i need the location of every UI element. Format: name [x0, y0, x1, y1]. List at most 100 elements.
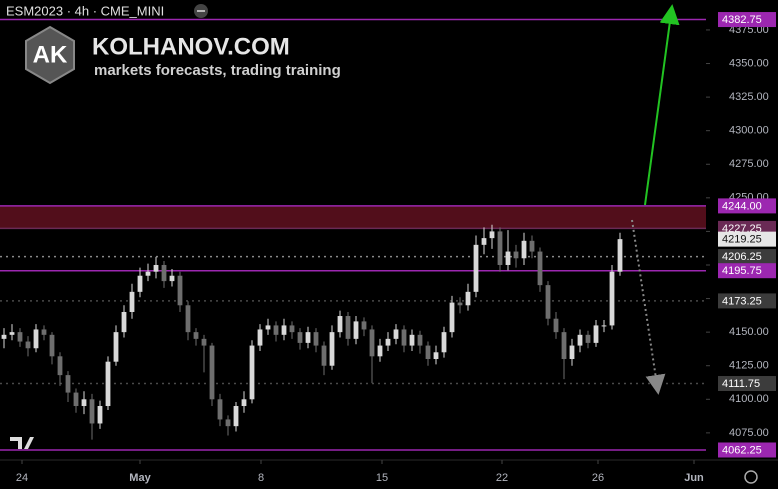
- candle-body: [57, 356, 63, 376]
- candle-body: [345, 316, 351, 339]
- x-tick-label: 15: [376, 472, 388, 484]
- candle-body: [297, 332, 303, 343]
- candle-body: [225, 419, 231, 427]
- symbol-title: ESM2023 · 4h · CME_MINI: [6, 3, 164, 18]
- candle-body: [9, 332, 15, 335]
- candle-body: [49, 334, 55, 357]
- x-tick-label: 24: [16, 472, 28, 484]
- down-arrow: [631, 219, 666, 395]
- candle-body: [313, 332, 319, 346]
- candle-body: [121, 311, 127, 333]
- candle-body: [217, 399, 223, 420]
- candle-body: [209, 345, 215, 400]
- candle-body: [473, 244, 479, 292]
- candle-body: [433, 352, 439, 360]
- candle-body: [233, 406, 239, 427]
- candle-body: [385, 338, 391, 346]
- candle-body: [361, 321, 367, 330]
- level-label: 4111.75: [722, 378, 760, 390]
- resistance-zone: [0, 205, 706, 229]
- candle-body: [409, 334, 415, 346]
- x-tick-label: May: [129, 472, 151, 484]
- candle-body: [553, 318, 559, 333]
- candle-body: [617, 239, 623, 272]
- candle-body: [417, 334, 423, 346]
- candle-body: [97, 406, 103, 424]
- plot-area: [0, 18, 778, 451]
- candle-body: [25, 341, 31, 349]
- x-tick-label: 22: [496, 472, 508, 484]
- candle-body: [601, 325, 607, 327]
- candle-body: [441, 332, 447, 353]
- candle-body: [73, 392, 79, 407]
- y-tick-label: 4350.00: [729, 57, 769, 69]
- candle-body: [289, 325, 295, 333]
- watermark: AK KOLHANOV.COM markets forecasts, tradi…: [25, 25, 341, 85]
- level-label: 4062.25: [722, 444, 762, 456]
- tv-logo: [10, 437, 34, 449]
- candle-body: [281, 325, 287, 335]
- candle-body: [569, 345, 575, 360]
- y-tick-label: 4325.00: [729, 91, 769, 103]
- candle-body: [81, 399, 87, 407]
- candle-body: [137, 275, 143, 292]
- y-tick-label: 4150.00: [729, 326, 769, 338]
- settings-button[interactable]: [744, 470, 758, 484]
- x-tick-label: 8: [258, 472, 264, 484]
- candle-body: [153, 264, 159, 272]
- candle-body: [449, 302, 455, 333]
- time-axis: [0, 460, 778, 489]
- level-label: 4195.75: [722, 265, 762, 277]
- candle-body: [161, 264, 167, 282]
- candle-body: [465, 291, 471, 306]
- level-label: 4173.25: [722, 295, 762, 307]
- candle-body: [305, 332, 311, 343]
- candle-body: [193, 332, 199, 339]
- candle-body: [17, 332, 23, 342]
- candle-body: [113, 332, 119, 362]
- x-tick-label: 26: [592, 472, 604, 484]
- level-label-bg: [718, 293, 776, 309]
- candle-body: [593, 325, 599, 343]
- level-label: 4244.00: [722, 200, 762, 212]
- candle-body: [521, 240, 527, 259]
- level-label: 4382.75: [722, 14, 762, 26]
- candle-body: [377, 345, 383, 357]
- y-tick-label: 4100.00: [729, 393, 769, 405]
- up-arrow: [644, 4, 680, 206]
- candle-body: [425, 345, 431, 360]
- level-label: 4206.25: [722, 251, 762, 263]
- candle-body: [481, 238, 487, 245]
- candle-body: [337, 316, 343, 333]
- y-tick-label: 4375.00: [729, 24, 769, 36]
- level-label-bg: [718, 263, 776, 279]
- candle-body: [393, 329, 399, 339]
- candle-body: [169, 275, 175, 282]
- logo-text: AK: [33, 41, 68, 68]
- y-tick-label: 4125.00: [729, 360, 769, 372]
- candle-body: [489, 231, 495, 239]
- candle-body: [1, 334, 7, 339]
- candle-body: [353, 321, 359, 339]
- candle-body: [505, 251, 511, 265]
- candle-body: [273, 325, 279, 335]
- candle-body: [265, 325, 271, 330]
- y-tick-label: 4275.00: [729, 158, 769, 170]
- candle-body: [585, 334, 591, 343]
- brand-tagline: markets forecasts, trading training: [94, 62, 341, 79]
- y-tick-label: 4300.00: [729, 125, 769, 137]
- level-label-bg: [718, 249, 776, 265]
- x-tick-label: Jun: [684, 472, 704, 484]
- brand-name: KOLHANOV.COM: [92, 33, 290, 60]
- level-label-bg: [718, 376, 776, 392]
- candle-body: [177, 275, 183, 306]
- level-label-bg: [718, 12, 776, 28]
- candle-body: [129, 291, 135, 312]
- candle-body: [609, 271, 615, 326]
- candle-body: [33, 329, 39, 349]
- candle-body: [497, 231, 503, 265]
- candle-body: [401, 329, 407, 346]
